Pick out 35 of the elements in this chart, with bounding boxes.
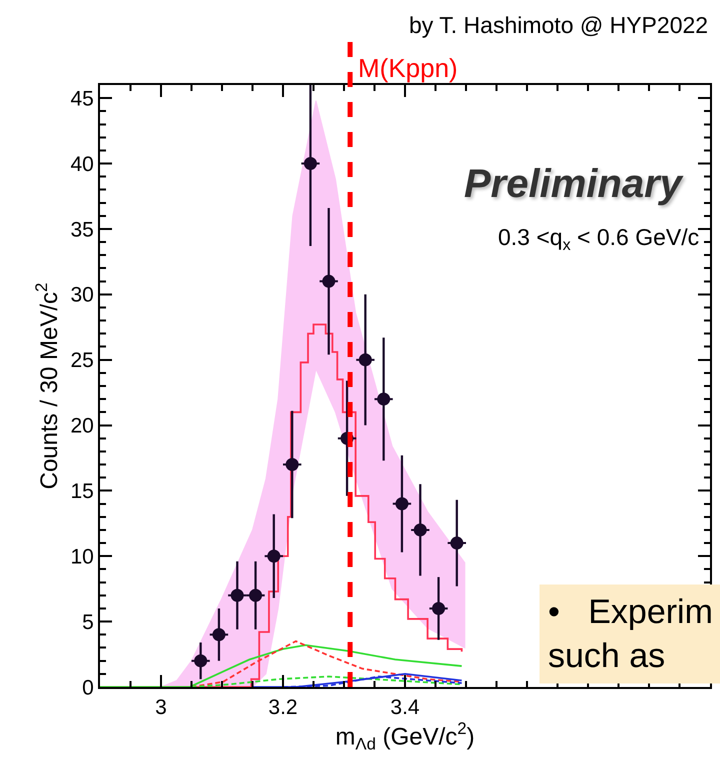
y-tick-label: 40	[70, 152, 94, 176]
point	[450, 536, 464, 550]
line-series	[252, 673, 463, 687]
annotation: Preliminary	[464, 162, 684, 206]
y-tick-label: 45	[70, 87, 94, 110]
ref-line-label: M(Kppn)	[358, 53, 458, 83]
y-tick-label: 15	[70, 480, 94, 504]
point	[304, 157, 317, 170]
point	[395, 497, 408, 510]
line-series	[100, 644, 463, 687]
annotation: 0.3 <q$_{x}$ < 0.6 GeV/c	[498, 224, 700, 254]
text: by T. Hashimoto @ HYP2022	[409, 12, 708, 38]
point	[249, 588, 262, 602]
y-tick-label: 5	[82, 610, 94, 634]
point	[414, 523, 427, 536]
y-tick-label: 0	[82, 676, 94, 700]
x-tick-label: 3	[155, 696, 167, 720]
x-tick-label: 3.4	[390, 696, 420, 720]
point	[212, 628, 226, 642]
x-axis-title: m$_{Λd}$ (GeV/c$^{2}$)	[335, 719, 475, 754]
point	[322, 274, 336, 288]
y-tick-label: 35	[70, 218, 94, 242]
point	[358, 353, 372, 366]
y-tick-label: 10	[70, 545, 94, 568]
y-tick-label: 25	[70, 349, 94, 372]
y-tick-label: 20	[70, 414, 94, 438]
annotation: • Experim such as	[548, 593, 713, 676]
point	[377, 392, 390, 406]
point	[432, 602, 446, 615]
point	[267, 550, 280, 563]
point	[230, 588, 244, 602]
y-tick-label: 30	[70, 284, 94, 307]
x-tick-label: 3.2	[268, 696, 298, 720]
point	[286, 458, 299, 472]
point	[194, 654, 208, 668]
